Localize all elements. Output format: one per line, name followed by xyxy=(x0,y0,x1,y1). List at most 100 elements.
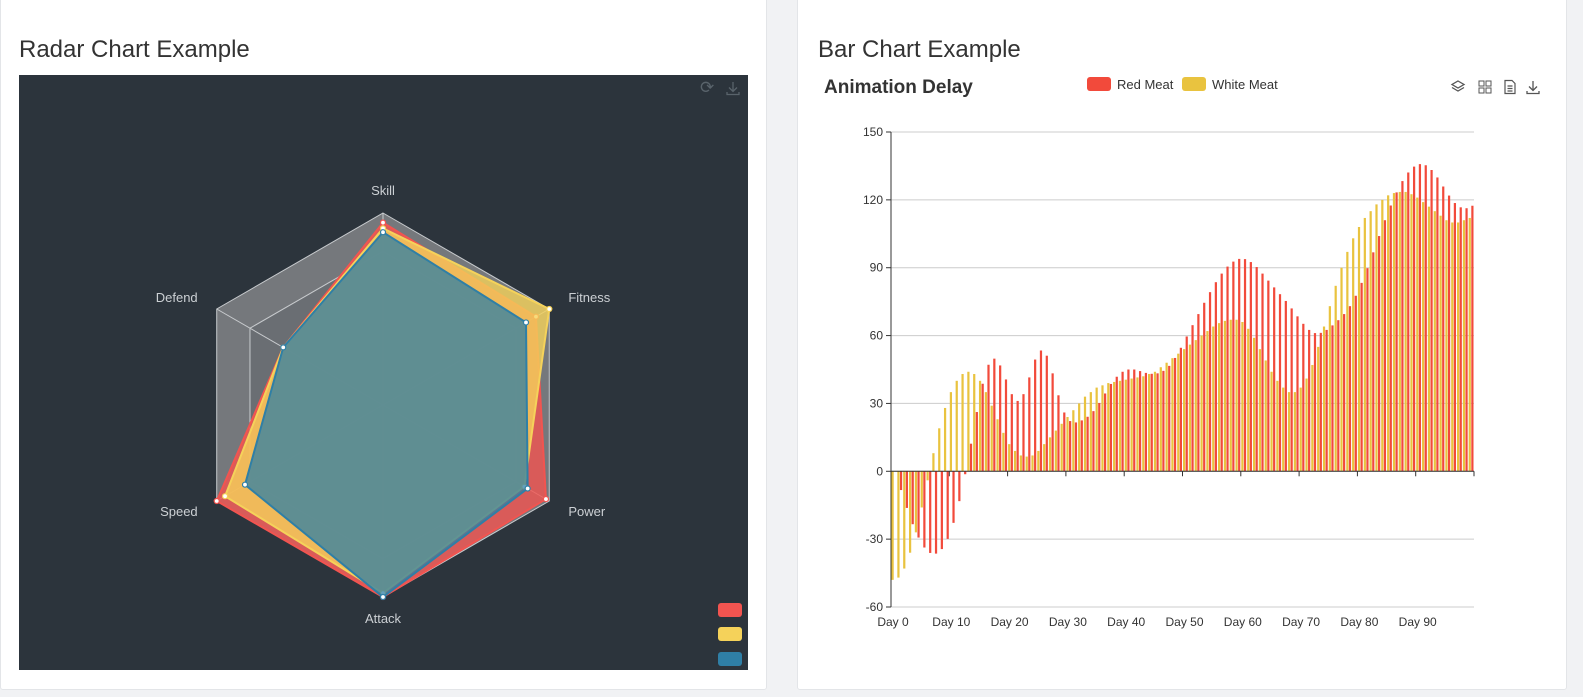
bar-white-meat xyxy=(1445,220,1448,472)
bar-white-meat xyxy=(1066,417,1069,472)
bar-white-meat xyxy=(938,428,941,472)
bar-red-meat xyxy=(934,471,938,554)
bar-red-meat xyxy=(1086,416,1089,472)
bar-red-meat xyxy=(1214,282,1217,472)
bar-white-meat xyxy=(1165,362,1168,472)
radar-card-title: Radar Chart Example xyxy=(19,36,250,63)
bar-white-meat xyxy=(1258,349,1262,472)
bar-white-meat xyxy=(897,471,900,578)
bar-red-meat xyxy=(1039,350,1043,472)
bar-red-meat xyxy=(1109,383,1113,472)
bar-white-meat xyxy=(1270,371,1273,472)
bar-red-meat xyxy=(1150,373,1153,472)
bar-red-meat xyxy=(1098,402,1101,472)
layers-icon[interactable] xyxy=(1450,79,1466,99)
bar-white-meat xyxy=(1287,392,1291,472)
bar-white-meat xyxy=(1392,193,1396,472)
radar-indicator-label: Power xyxy=(568,504,606,519)
grid-icon[interactable] xyxy=(1477,79,1493,99)
y-tick-label: 90 xyxy=(870,261,884,275)
download-icon[interactable] xyxy=(1525,79,1541,99)
bar-white-meat xyxy=(1078,403,1081,472)
bar-white-meat xyxy=(1451,222,1454,472)
bar-red-meat xyxy=(1016,400,1019,472)
bar-red-meat xyxy=(993,358,996,472)
radar-point xyxy=(379,219,387,226)
bar-white-meat xyxy=(1212,326,1215,472)
radar-legend-item-1[interactable] xyxy=(718,603,742,617)
bar-red-meat xyxy=(1319,332,1322,472)
bar-red-meat xyxy=(1418,164,1422,472)
bar-red-meat xyxy=(964,471,967,475)
bar-red-meat xyxy=(1354,295,1357,472)
bar-white-meat xyxy=(1264,360,1267,472)
bar-white-meat xyxy=(996,419,999,472)
bar-red-meat xyxy=(1407,172,1410,472)
y-tick-label: -30 xyxy=(866,532,884,546)
y-tick-label: 150 xyxy=(863,125,883,139)
bar-card-title: Bar Chart Example xyxy=(818,36,1021,63)
bar-white-meat xyxy=(1247,328,1250,472)
bar-red-meat xyxy=(1395,192,1398,472)
legend-swatch-1 xyxy=(1087,77,1111,91)
bar-red-meat xyxy=(1465,208,1468,472)
radar-point xyxy=(221,493,229,500)
bar-white-meat xyxy=(1229,319,1232,472)
bar-white-meat xyxy=(1293,392,1296,472)
bar-red-meat xyxy=(1401,181,1404,472)
bar-chart-title: Animation Delay xyxy=(824,77,973,98)
bar-red-meat xyxy=(1372,252,1375,472)
bar-white-meat xyxy=(1241,322,1244,472)
bar-white-meat xyxy=(1375,204,1378,472)
bar-white-meat xyxy=(1200,335,1203,472)
refresh-icon[interactable]: ⟳ xyxy=(700,78,715,97)
bar-red-meat xyxy=(1412,166,1416,472)
bar-white-meat xyxy=(1054,430,1057,472)
bar-white-meat xyxy=(1381,199,1384,472)
radar-point xyxy=(522,319,530,326)
bar-white-meat xyxy=(1043,444,1046,472)
radar-point xyxy=(241,481,249,488)
bar-red-meat xyxy=(1028,377,1031,472)
bar-red-meat xyxy=(1191,325,1194,472)
bar-red-meat xyxy=(1179,347,1183,472)
bar-red-meat xyxy=(1278,294,1282,472)
radar-point xyxy=(542,495,550,503)
bar-red-meat xyxy=(917,471,920,538)
bar-white-meat xyxy=(1282,387,1285,472)
bar-red-meat xyxy=(987,364,990,472)
bar-white-meat xyxy=(1305,378,1308,472)
document-icon[interactable] xyxy=(1502,79,1518,99)
download-icon[interactable] xyxy=(725,80,741,99)
bar-white-meat xyxy=(1299,387,1302,472)
bar-white-meat xyxy=(1048,437,1052,472)
bar-red-meat xyxy=(1092,411,1095,472)
bar-red-meat xyxy=(1103,393,1107,472)
bar-red-meat xyxy=(923,471,926,548)
bar-white-meat xyxy=(1387,195,1390,472)
bar-red-meat xyxy=(1296,316,1299,472)
bar-white-meat xyxy=(1235,319,1238,472)
bar-red-meat xyxy=(1267,280,1270,472)
bar-red-meat xyxy=(1331,325,1334,472)
x-tick-label: Day 0 xyxy=(877,615,909,629)
bar-red-meat xyxy=(999,365,1002,472)
bar-red-meat xyxy=(975,412,978,472)
bar-white-meat xyxy=(1124,379,1127,472)
bar-red-meat xyxy=(1080,420,1083,472)
bar-white-meat xyxy=(1217,323,1221,472)
radar-indicator-label: Attack xyxy=(365,611,402,626)
bar-white-meat xyxy=(990,405,993,472)
radar-indicator-label: Fitness xyxy=(568,290,610,305)
bar-white-meat xyxy=(973,374,976,472)
bar-white-meat xyxy=(1427,206,1431,472)
bar-white-meat xyxy=(1357,227,1361,472)
bar-white-meat xyxy=(1002,432,1005,472)
radar-legend-item-3[interactable] xyxy=(718,652,742,666)
radar-legend-item-2[interactable] xyxy=(718,627,742,641)
bar-white-meat xyxy=(926,471,929,481)
x-tick-label: Day 80 xyxy=(1340,615,1378,629)
bar-red-meat xyxy=(1325,329,1328,472)
bar-white-meat xyxy=(1206,331,1209,472)
bar-red-meat xyxy=(1004,379,1008,472)
